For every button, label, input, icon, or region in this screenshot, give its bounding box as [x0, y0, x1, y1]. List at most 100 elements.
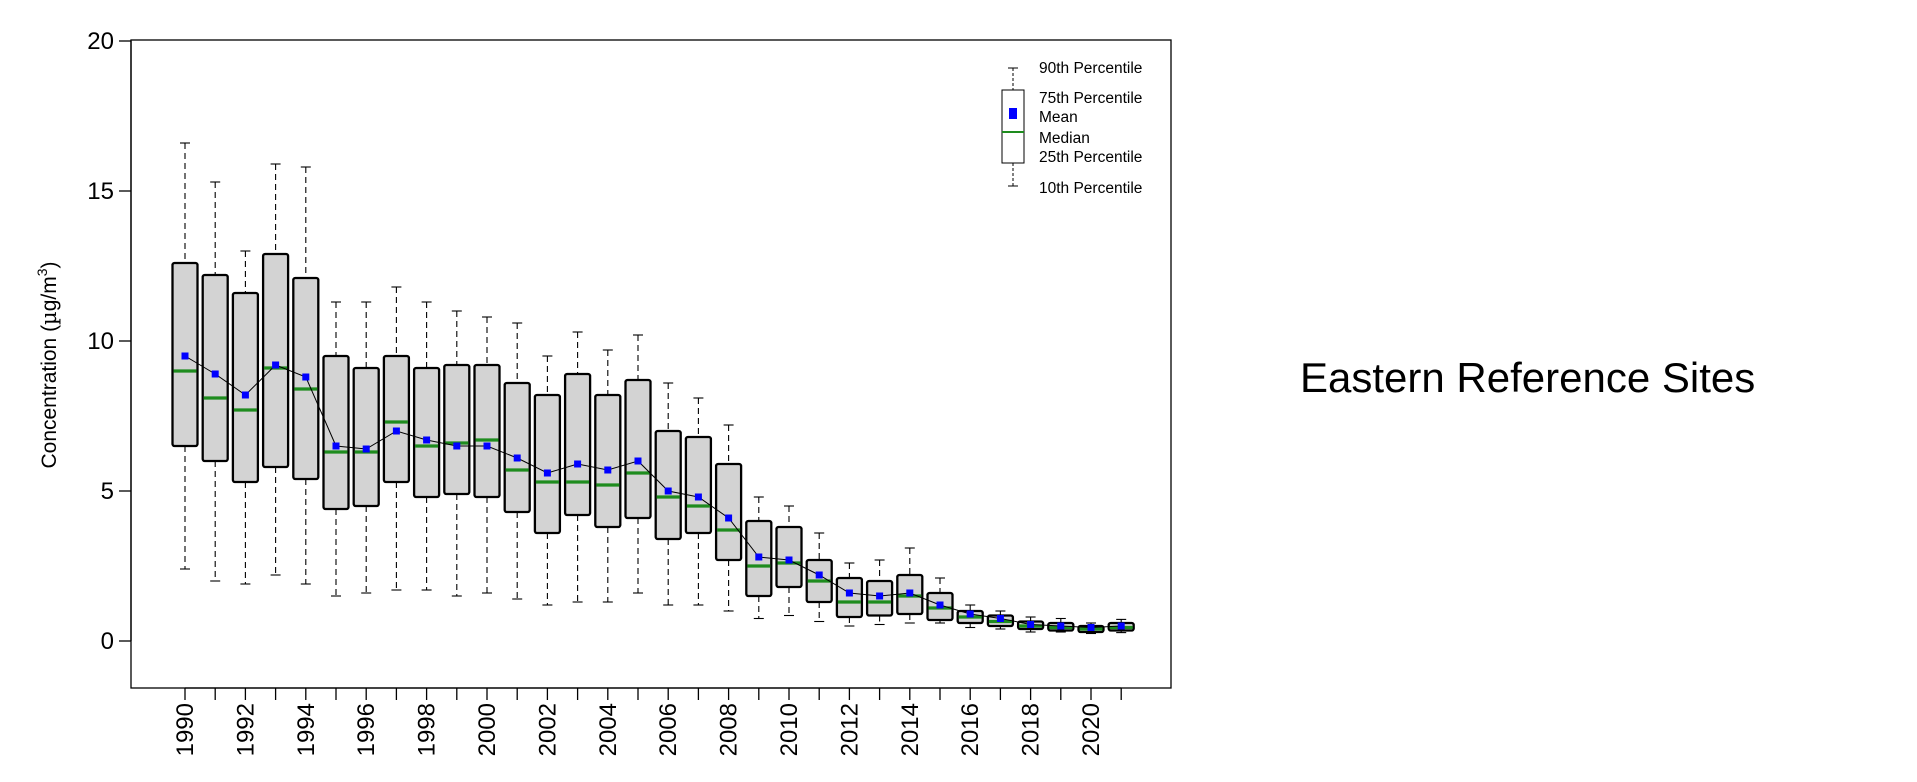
- iqr-box: [714, 462, 743, 562]
- x-tick-label: 2020: [1078, 703, 1105, 756]
- mean-marker-2009: [755, 553, 763, 561]
- x-tick-label: 2004: [595, 703, 622, 756]
- iqr-box: [201, 273, 229, 463]
- mean-marker-1995: [332, 442, 340, 450]
- iqr-box: [684, 435, 713, 535]
- x-axis: 1990 1992 1994 1996 1998 2000 2002 2004 2006 2008…: [172, 687, 1122, 756]
- mean-marker-2020: [1087, 624, 1095, 631]
- box-1999: [443, 310, 471, 597]
- mean-marker-2019: [1057, 622, 1065, 630]
- mean-marker-2002: [543, 469, 551, 477]
- legend-label-p25: 25th Percentile: [1039, 149, 1142, 166]
- y-axis-label: Concentration (µg/m3): [34, 261, 61, 468]
- mean-marker-2016: [966, 610, 974, 618]
- mean-marker-2007: [694, 493, 702, 501]
- mean-marker-2008: [725, 514, 733, 522]
- mean-marker-2012: [845, 589, 853, 597]
- legend-label-median: Median: [1039, 130, 1090, 147]
- mean-marker-2000: [483, 442, 491, 450]
- mean-marker-1992: [241, 391, 249, 399]
- boxes-layer: [171, 142, 1135, 635]
- x-tick-label: 2008: [716, 703, 743, 756]
- y-tick-label: 20: [87, 28, 114, 55]
- mean-marker-2015: [936, 601, 944, 609]
- iqr-box: [261, 252, 290, 469]
- box-2015: [926, 577, 954, 624]
- y-tick-label: 10: [87, 328, 114, 355]
- iqr-box: [473, 363, 501, 499]
- y-axis-label-mu: µ: [37, 311, 61, 325]
- side-title: Eastern Reference Sites: [1300, 354, 1756, 401]
- y-tick-label: 0: [101, 628, 114, 655]
- mean-marker-1993: [272, 361, 280, 369]
- x-tick-label: 1992: [232, 703, 259, 756]
- x-tick-label: 1990: [172, 703, 199, 756]
- mean-trend-line: [184, 355, 1122, 629]
- mean-marker-2021: [1117, 622, 1125, 630]
- iqr-box: [594, 393, 622, 529]
- mean-marker-2003: [574, 460, 582, 468]
- mean-marker-2001: [513, 454, 521, 462]
- box-2003: [563, 331, 592, 603]
- x-tick-label: 2018: [1018, 703, 1045, 756]
- box-1996: [352, 301, 380, 594]
- mean-marker-2013: [876, 592, 884, 600]
- mean-marker-2017: [996, 615, 1004, 622]
- iqr-box: [563, 372, 592, 517]
- mean-marker-1998: [423, 436, 431, 444]
- mean-marker-1991: [211, 370, 219, 378]
- box-2005: [624, 334, 652, 594]
- x-tick-label: 2012: [836, 703, 863, 756]
- box-2000: [473, 316, 501, 594]
- iqr-box: [352, 366, 380, 508]
- box-1995: [322, 301, 350, 597]
- box-1991: [201, 181, 229, 582]
- x-tick-label: 2014: [897, 703, 924, 756]
- box-2012: [835, 562, 864, 627]
- iqr-box: [231, 291, 260, 484]
- mean-layer: [181, 352, 1125, 631]
- mean-marker-2010: [785, 556, 793, 564]
- legend-mean-marker: [1009, 108, 1017, 119]
- y-tick-label: 5: [101, 478, 114, 505]
- box-2006: [654, 382, 682, 606]
- iqr-box: [503, 381, 531, 514]
- box-2001: [503, 322, 531, 600]
- y-axis-label-prefix: Concentration (: [38, 325, 61, 469]
- mean-marker-1994: [302, 373, 310, 381]
- mean-marker-2004: [604, 466, 612, 474]
- box-2011: [805, 532, 833, 623]
- iqr-box: [443, 363, 471, 496]
- x-tick-label: 2000: [474, 703, 501, 756]
- iqr-box: [533, 393, 562, 535]
- legend-label-p10: 10th Percentile: [1039, 180, 1142, 197]
- y-tick-label: 15: [87, 178, 114, 205]
- iqr-box: [412, 366, 441, 499]
- box-2014: [896, 547, 924, 624]
- legend-box: [1001, 89, 1025, 164]
- x-tick-label: 2016: [957, 703, 984, 756]
- y-axis: 0 5 10 15 20: [87, 28, 132, 655]
- box-2013: [865, 559, 894, 626]
- legend-label-p90: 90th Percentile: [1039, 60, 1142, 77]
- iqr-box: [654, 429, 682, 541]
- box-2007: [684, 397, 713, 606]
- box-plot-chart: 0 5 10 15 20 1990 1992 1994 1996 1998 2000 2002 200…: [34, 28, 1172, 756]
- iqr-box: [382, 354, 411, 484]
- box-1992: [231, 250, 260, 585]
- iqr-box: [624, 378, 652, 520]
- mean-marker-2011: [815, 571, 823, 579]
- box-1998: [412, 301, 441, 591]
- iqr-box: [322, 354, 350, 511]
- mean-marker-2006: [664, 487, 672, 495]
- box-1993: [261, 163, 290, 576]
- x-tick-label: 1994: [293, 703, 320, 756]
- legend-label-p75: 75th Percentile: [1039, 90, 1142, 107]
- mean-marker-1990: [181, 352, 189, 360]
- y-axis-label-suffix: ): [38, 261, 61, 268]
- box-2008: [714, 424, 743, 612]
- box-2002: [533, 355, 562, 606]
- x-tick-label: 2006: [655, 703, 682, 756]
- box-1997: [382, 286, 411, 591]
- mean-marker-2005: [634, 457, 642, 465]
